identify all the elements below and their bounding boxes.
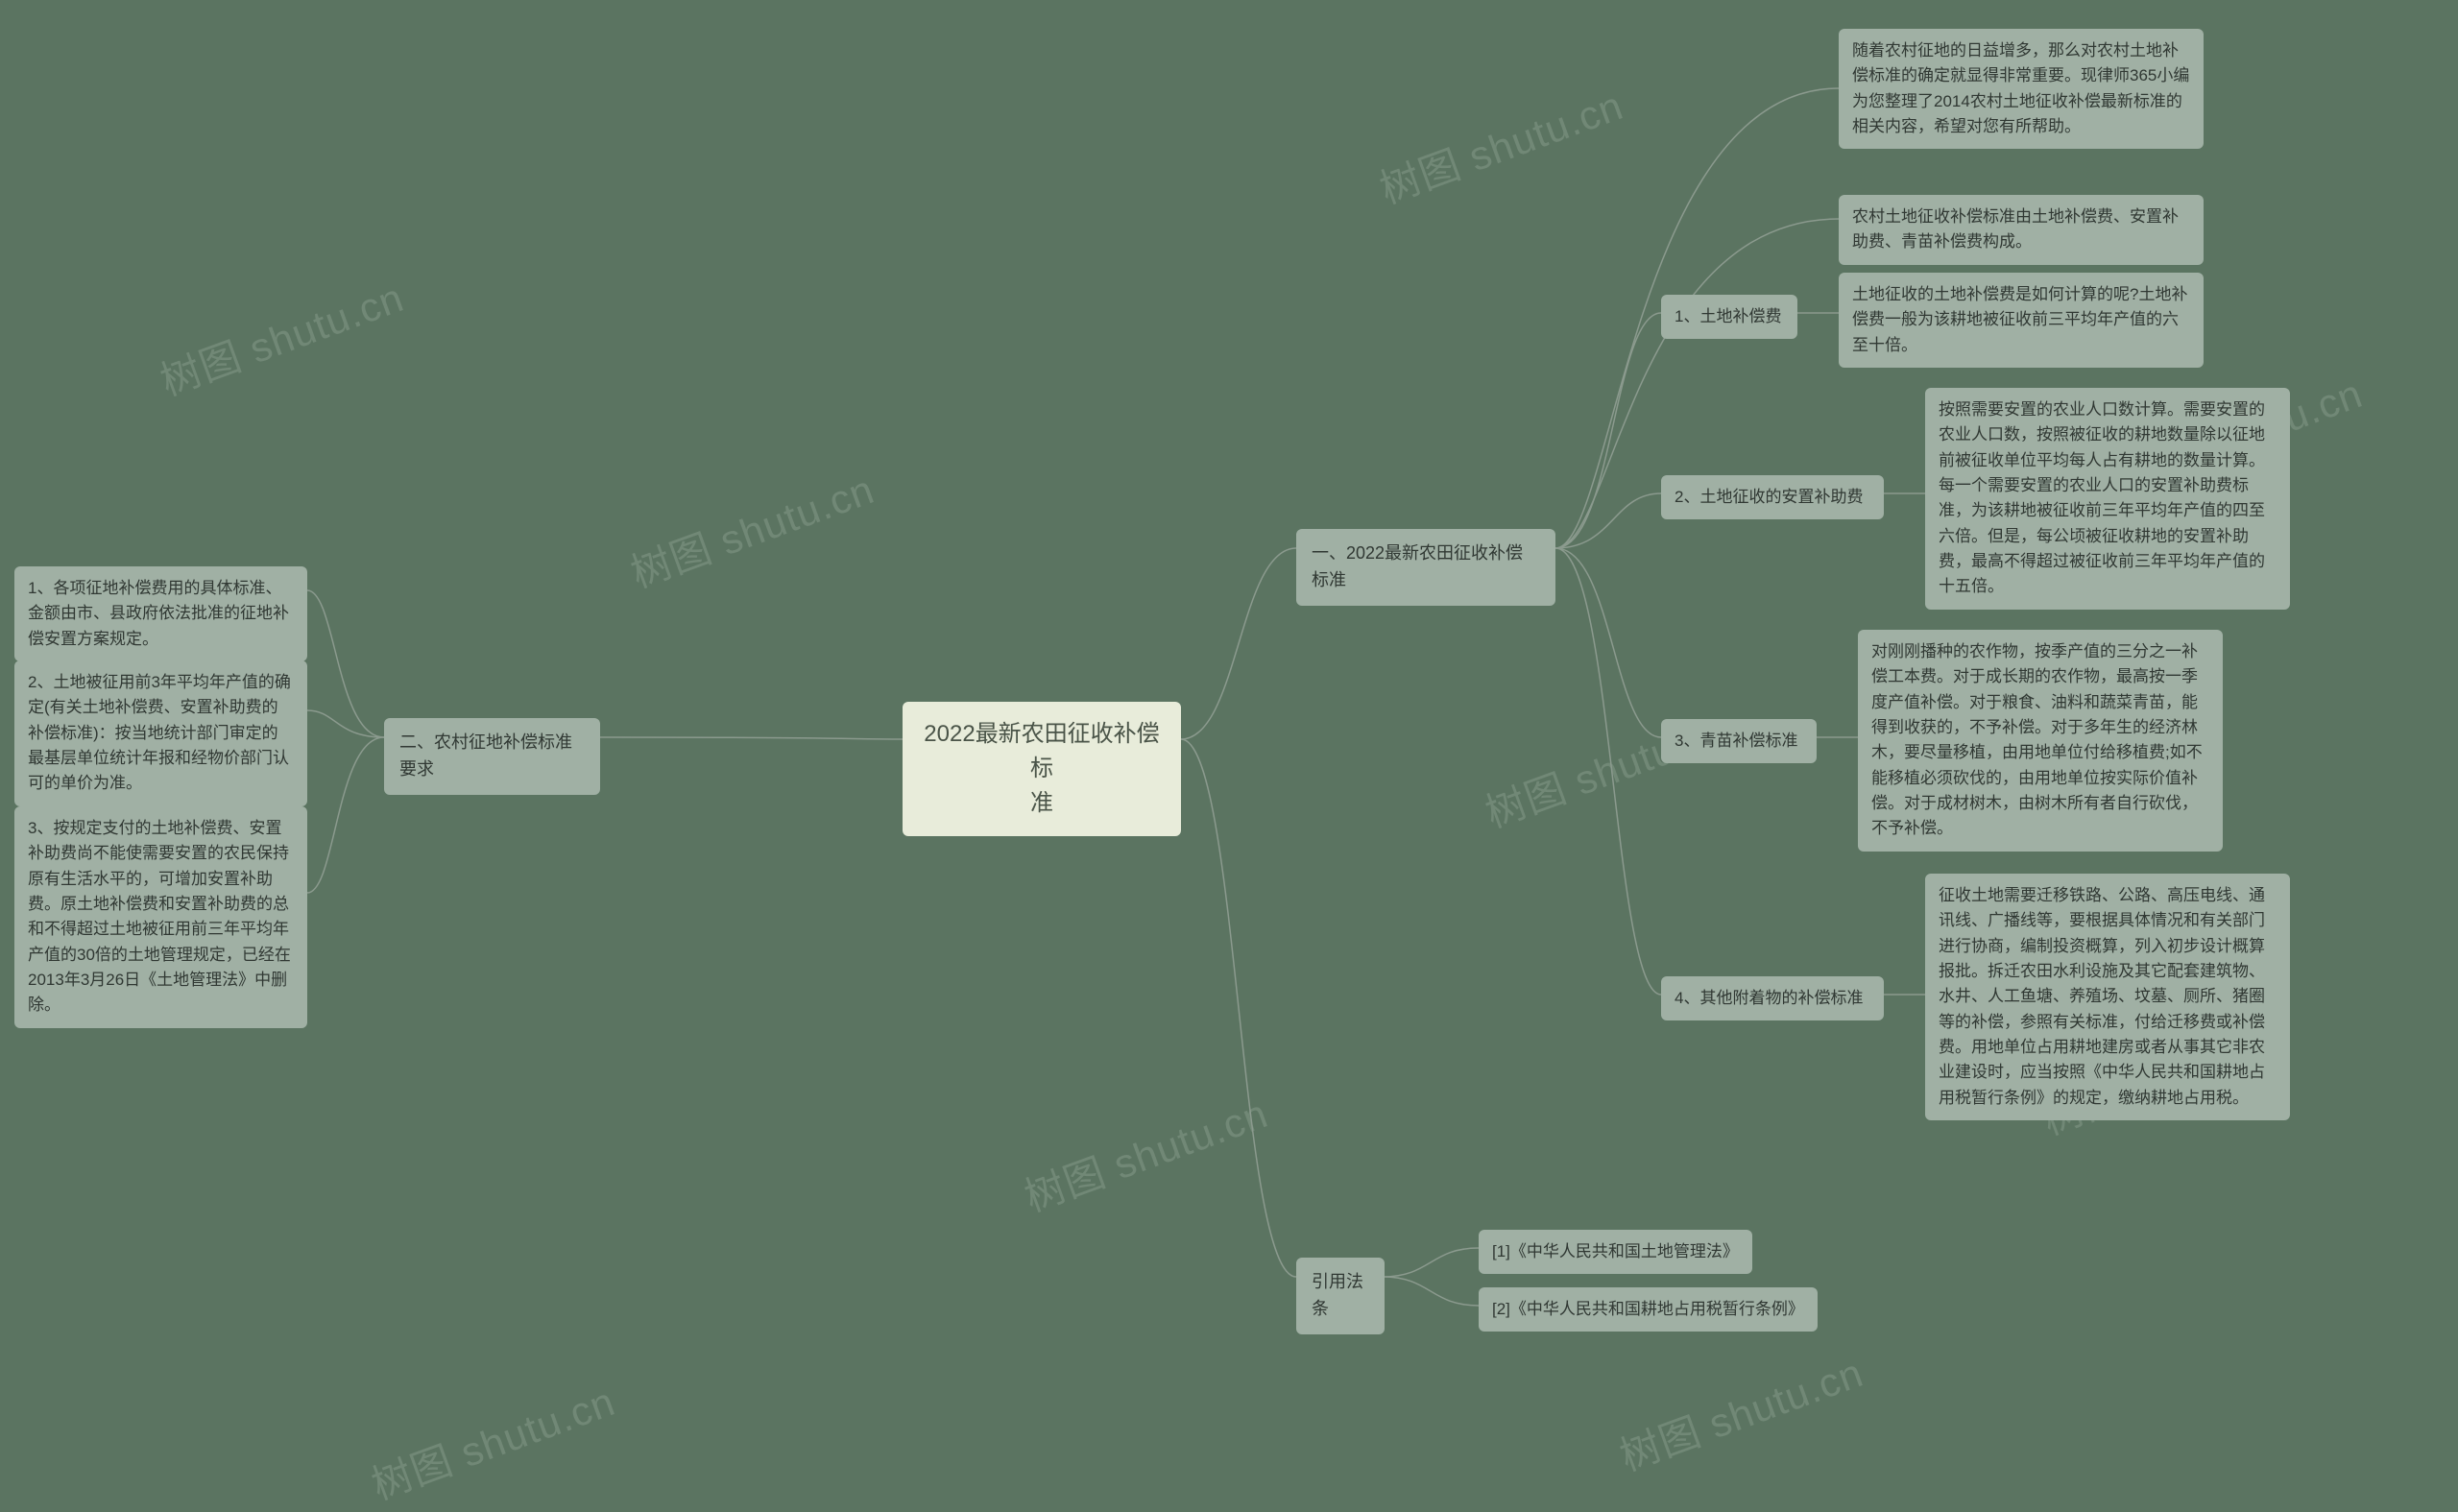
r1-sub3-text: 对刚刚播种的农作物，按季产值的三分之一补偿工本费。对于成长期的农作物，最高按一季…: [1858, 630, 2223, 852]
r1-leaf-intro-text: 随着农村征地的日益增多，那么对农村土地补偿标准的确定就显得非常重要。现律师365…: [1852, 41, 2189, 135]
r1-leaf-composition: 农村土地征收补偿标准由土地补偿费、安置补助费、青苗补偿费构成。: [1839, 195, 2204, 265]
left-leaf2: 2、土地被征用前3年平均年产值的确定(有关土地补偿费、安置补助费的补偿标准)：按…: [14, 660, 307, 806]
left-leaf3: 3、按规定支付的土地补偿费、安置补助费尚不能使需要安置的农民保持原有生活水平的，…: [14, 806, 307, 1028]
r1-sub1-label: 1、土地补偿费: [1661, 295, 1797, 339]
section-r2: 引用法条: [1296, 1258, 1385, 1334]
section-r1-label: 一、2022最新农田征收补偿标准: [1312, 543, 1523, 589]
section-left: 二、农村征地补偿标准要求: [384, 718, 600, 795]
r1-sub2-text: 按照需要安置的农业人口数计算。需要安置的农业人口数，按照被征收的耕地数量除以征地…: [1925, 388, 2290, 610]
r1-sub3-label: 3、青苗补偿标准: [1661, 719, 1817, 763]
center-title-line1: 2022最新农田征收补偿标: [924, 721, 1159, 781]
watermark: 树图 shutu.cn: [363, 1369, 622, 1511]
r2-leaf2: [2]《中华人民共和国耕地占用税暂行条例》: [1479, 1287, 1818, 1332]
watermark: 树图 shutu.cn: [1611, 1340, 1870, 1482]
center-title-line2: 准: [1030, 790, 1053, 816]
r1-sub4-text: 征收土地需要迁移铁路、公路、高压电线、通讯线、广播线等，要根据具体情况和有关部门…: [1925, 874, 2290, 1120]
watermark: 树图 shutu.cn: [622, 457, 881, 599]
center-node: 2022最新农田征收补偿标 准: [903, 702, 1181, 836]
watermark: 树图 shutu.cn: [1016, 1081, 1275, 1223]
section-r1: 一、2022最新农田征收补偿标准: [1296, 529, 1555, 606]
watermark: 树图 shutu.cn: [152, 265, 411, 407]
watermark: 树图 shutu.cn: [1371, 73, 1630, 215]
r1-sub2-label: 2、土地征收的安置补助费: [1661, 475, 1884, 519]
r1-leaf-intro: 随着农村征地的日益增多，那么对农村土地补偿标准的确定就显得非常重要。现律师365…: [1839, 29, 2204, 149]
r1-sub1-text: 土地征收的土地补偿费是如何计算的呢?土地补偿费一般为该耕地被征收前三平均年产值的…: [1839, 273, 2204, 368]
r2-leaf1: [1]《中华人民共和国土地管理法》: [1479, 1230, 1752, 1274]
left-leaf1: 1、各项征地补偿费用的具体标准、金额由市、县政府依法批准的征地补偿安置方案规定。: [14, 566, 307, 661]
r1-leaf-composition-text: 农村土地征收补偿标准由土地补偿费、安置补助费、青苗补偿费构成。: [1852, 207, 2179, 251]
r1-sub4-label: 4、其他附着物的补偿标准: [1661, 976, 1884, 1020]
